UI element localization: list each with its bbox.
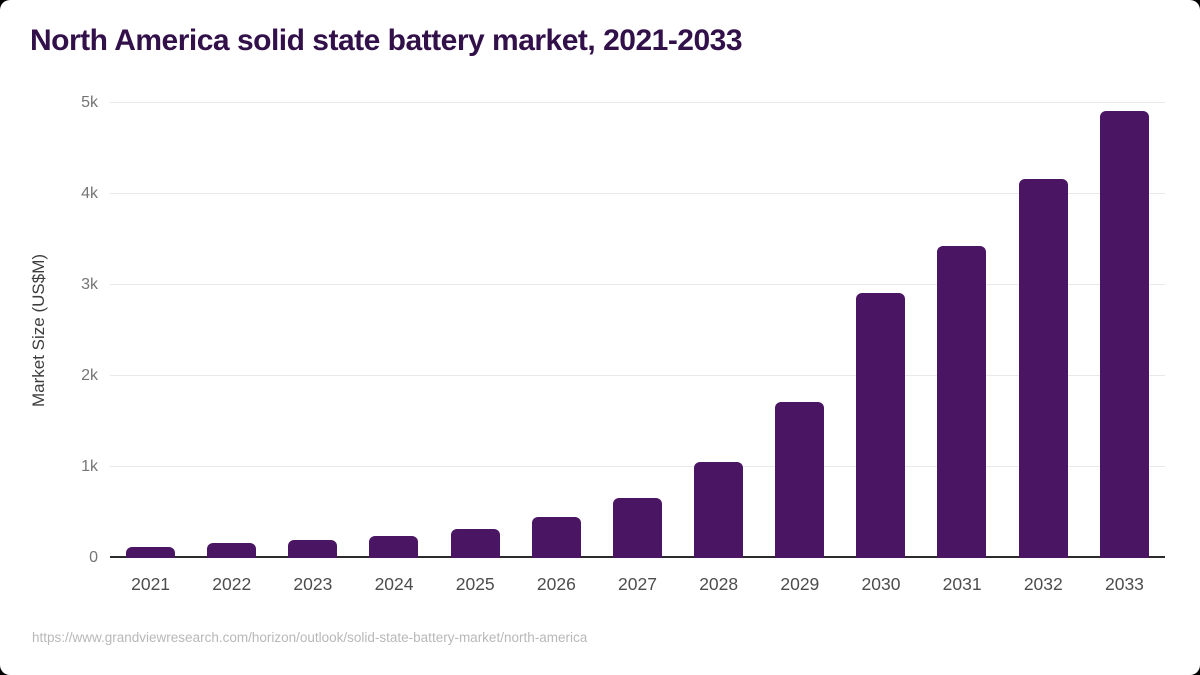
bar-2030 bbox=[856, 292, 906, 558]
x-tick-2033: 2033 bbox=[1104, 574, 1144, 594]
x-tick-2027: 2027 bbox=[618, 574, 657, 594]
bar-2025 bbox=[450, 529, 500, 558]
y-tick-4k: 4k bbox=[81, 185, 98, 202]
y-tick-0: 0 bbox=[89, 549, 98, 566]
bar-2029 bbox=[775, 401, 825, 558]
bar-series bbox=[110, 103, 1165, 558]
chart-title: North America solid state battery market… bbox=[30, 24, 743, 57]
bar-2028 bbox=[694, 462, 744, 558]
bar-2032 bbox=[1018, 178, 1068, 558]
gridline-5k: 5k bbox=[81, 94, 1165, 111]
gridline-3k: 3k bbox=[81, 276, 1165, 293]
y-tick-3k: 3k bbox=[81, 276, 98, 293]
x-tick-2032: 2032 bbox=[1023, 574, 1063, 594]
x-tick-2030: 2030 bbox=[861, 574, 901, 594]
x-tick-2024: 2024 bbox=[374, 574, 414, 594]
plot-area: 0 1k 2k 3k 4k 5k bbox=[81, 94, 1165, 566]
x-tick-2022: 2022 bbox=[212, 574, 252, 594]
y-tick-1k: 1k bbox=[81, 458, 98, 475]
bar-2026 bbox=[531, 517, 581, 558]
x-tick-2023: 2023 bbox=[293, 574, 333, 594]
x-tick-2028: 2028 bbox=[699, 574, 739, 594]
y-axis-title: Market Size (US$M) bbox=[29, 253, 48, 408]
x-tick-2029: 2029 bbox=[780, 574, 820, 594]
x-tick-2026: 2026 bbox=[536, 574, 576, 594]
gridline-4k: 4k bbox=[81, 185, 1165, 202]
bar-2024 bbox=[369, 536, 419, 558]
bar-2031 bbox=[937, 245, 987, 558]
gridline-1k: 1k bbox=[81, 458, 1165, 475]
bar-2022 bbox=[207, 543, 257, 558]
x-tick-2021: 2021 bbox=[131, 574, 171, 594]
y-tick-2k: 2k bbox=[81, 367, 98, 384]
bar-2027 bbox=[612, 498, 662, 558]
bar-2023 bbox=[288, 539, 338, 558]
bar-2021 bbox=[126, 547, 176, 558]
x-tick-2025: 2025 bbox=[455, 574, 495, 594]
x-axis-labels: 2021 2022 2023 2024 2025 2026 2027 2028 2029 2030… bbox=[110, 562, 1165, 595]
bar-2033 bbox=[1099, 111, 1149, 558]
x-tick-2031: 2031 bbox=[942, 574, 982, 594]
source-url: https://www.grandviewresearch.com/horizo… bbox=[32, 630, 588, 645]
y-tick-5k: 5k bbox=[81, 94, 98, 111]
gridline-2k: 2k bbox=[81, 367, 1165, 384]
